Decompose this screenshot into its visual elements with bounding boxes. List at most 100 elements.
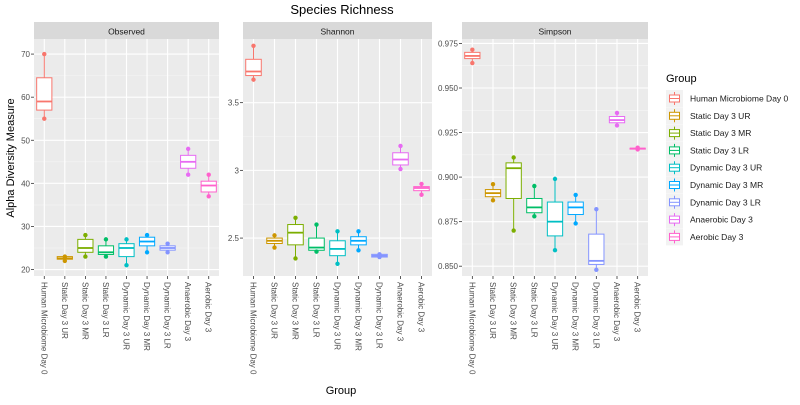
- data-point: [594, 206, 599, 212]
- box-anaerobic-day-3: [608, 110, 626, 128]
- x-tick-label: Static Day 3 LR: [312, 282, 321, 338]
- data-point: [165, 241, 170, 246]
- data-point: [614, 123, 620, 128]
- y-tick-label: 60: [21, 93, 30, 102]
- facet-strip-label: Simpson: [538, 27, 571, 37]
- legend-item-static-day-3-mr: Static Day 3 MR: [666, 124, 751, 142]
- data-point: [573, 192, 578, 198]
- box-iqr: [287, 224, 304, 246]
- box-anaerobic-day-3: [392, 143, 409, 172]
- facet-strip: [462, 22, 648, 39]
- y-tick-label: 3.5: [228, 99, 240, 108]
- y-axis-label: Alpha Diversity Measure: [5, 98, 17, 217]
- box-static-day-3-lr: [97, 237, 115, 259]
- x-tick-label: Aerobic Day 3: [417, 282, 426, 333]
- y-tick-label: 3: [235, 166, 240, 175]
- data-point: [314, 222, 319, 227]
- box-aerobic-day-3: [413, 181, 430, 197]
- data-point: [419, 181, 424, 187]
- y-tick-label: 30: [21, 222, 30, 231]
- x-tick-label: Static Day 3 MR: [291, 282, 300, 340]
- x-tick-label: Static Day 3 LR: [529, 282, 538, 338]
- box-iqr: [36, 77, 53, 111]
- x-tick-label: Dynamic Day 3 MR: [142, 282, 151, 351]
- data-point: [144, 232, 150, 238]
- legend-label: Static Day 3 LR: [690, 145, 749, 155]
- data-point: [356, 229, 361, 234]
- data-point: [62, 254, 68, 259]
- data-point: [124, 237, 129, 242]
- x-tick-label: Static Day 3 MR: [80, 282, 89, 340]
- y-tick-label: 0.975: [438, 39, 459, 48]
- data-point: [552, 247, 558, 253]
- data-point: [103, 254, 109, 259]
- legend-label: Aerobic Day 3: [690, 232, 744, 242]
- y-tick-label: 40: [21, 179, 30, 188]
- box-dynamic-day-3-lr: [371, 252, 388, 260]
- box-aerobic-day-3: [200, 172, 217, 199]
- legend-item-anaerobic-day-3: Anaerobic Day 3: [666, 211, 753, 229]
- x-tick-label: Anaerobic Day 3: [183, 282, 192, 342]
- box-dynamic-day-3-ur: [118, 237, 135, 268]
- panel-simpson: Simpson 0.850 0.875 0.900 0.925 0.950 0.975 Hum…: [438, 22, 648, 375]
- data-point: [272, 245, 277, 250]
- data-point: [185, 172, 191, 177]
- box-dynamic-day-3-lr: [588, 206, 605, 272]
- y-tick-label: 2.5: [228, 234, 240, 243]
- box-static-day-3-mr: [77, 232, 94, 259]
- data-point: [511, 228, 516, 233]
- data-point: [83, 232, 88, 238]
- x-tick-label: Static Day 3 LR: [101, 282, 110, 338]
- box-iqr: [588, 233, 605, 265]
- x-tick-label: Dynamic Day 3 UR: [550, 282, 559, 350]
- facet-panels: Observed 20 30 40 50 60 70 Human Microbiome Day…: [21, 22, 648, 375]
- box-iqr: [245, 58, 262, 77]
- box-dynamic-day-3-mr: [567, 192, 584, 226]
- data-point: [103, 237, 109, 242]
- legend-label: Dynamic Day 3 UR: [690, 163, 762, 173]
- x-tick-label: Static Day 3 UR: [270, 282, 279, 339]
- legend-label: Static Day 3 MR: [690, 128, 751, 138]
- box-static-day-3-mr: [287, 215, 304, 261]
- box-dynamic-day-3-ur: [546, 176, 564, 253]
- x-tick-label: Static Day 3 UR: [488, 282, 497, 339]
- y-tick-label: 0.900: [438, 173, 459, 182]
- box-iqr: [118, 243, 135, 258]
- data-point: [314, 249, 319, 254]
- legend-label: Static Day 3 UR: [690, 111, 750, 121]
- legend-label: Human Microbiome Day 0: [690, 94, 789, 104]
- legend-item-dynamic-day-3-lr: Dynamic Day 3 LR: [666, 193, 761, 211]
- data-point: [335, 229, 340, 234]
- data-point: [594, 267, 599, 272]
- data-point: [356, 248, 361, 253]
- box-human-microbiome-day-0: [36, 51, 53, 121]
- data-point: [206, 172, 211, 177]
- box-iqr: [77, 238, 94, 253]
- y-tick-label: 0.925: [438, 129, 459, 138]
- data-point: [552, 176, 558, 182]
- data-point: [272, 233, 277, 238]
- legend-title: Group: [666, 73, 697, 85]
- data-point: [293, 215, 298, 220]
- legend-item-static-day-3-lr: Static Day 3 LR: [666, 141, 749, 159]
- data-point: [532, 183, 537, 189]
- legend: Group Human Microbiome Day 0 Static Day 3…: [666, 73, 789, 246]
- x-tick-label: Dynamic Day 3 MR: [354, 282, 363, 351]
- x-axis-label: Group: [326, 385, 357, 397]
- facet-strip: [34, 22, 219, 39]
- x-tick-label: Dynamic Day 3 LR: [591, 282, 600, 349]
- x-tick-label: Aerobic Day 3: [633, 282, 642, 333]
- box-human-microbiome-day-0: [245, 43, 262, 82]
- y-tick-label: 0.850: [438, 262, 459, 271]
- data-point: [398, 143, 403, 149]
- panel-observed: Observed 20 30 40 50 60 70 Human Microbiome Day…: [21, 22, 219, 375]
- box-iqr: [200, 180, 217, 193]
- box-dynamic-day-3-mr: [138, 232, 156, 255]
- legend-label: Dynamic Day 3 LR: [690, 197, 761, 207]
- data-point: [614, 110, 620, 116]
- x-tick-label: Dynamic Day 3 LR: [375, 282, 384, 349]
- facet-strip-label: Shannon: [320, 27, 354, 37]
- data-point: [206, 194, 211, 199]
- data-point: [490, 198, 496, 203]
